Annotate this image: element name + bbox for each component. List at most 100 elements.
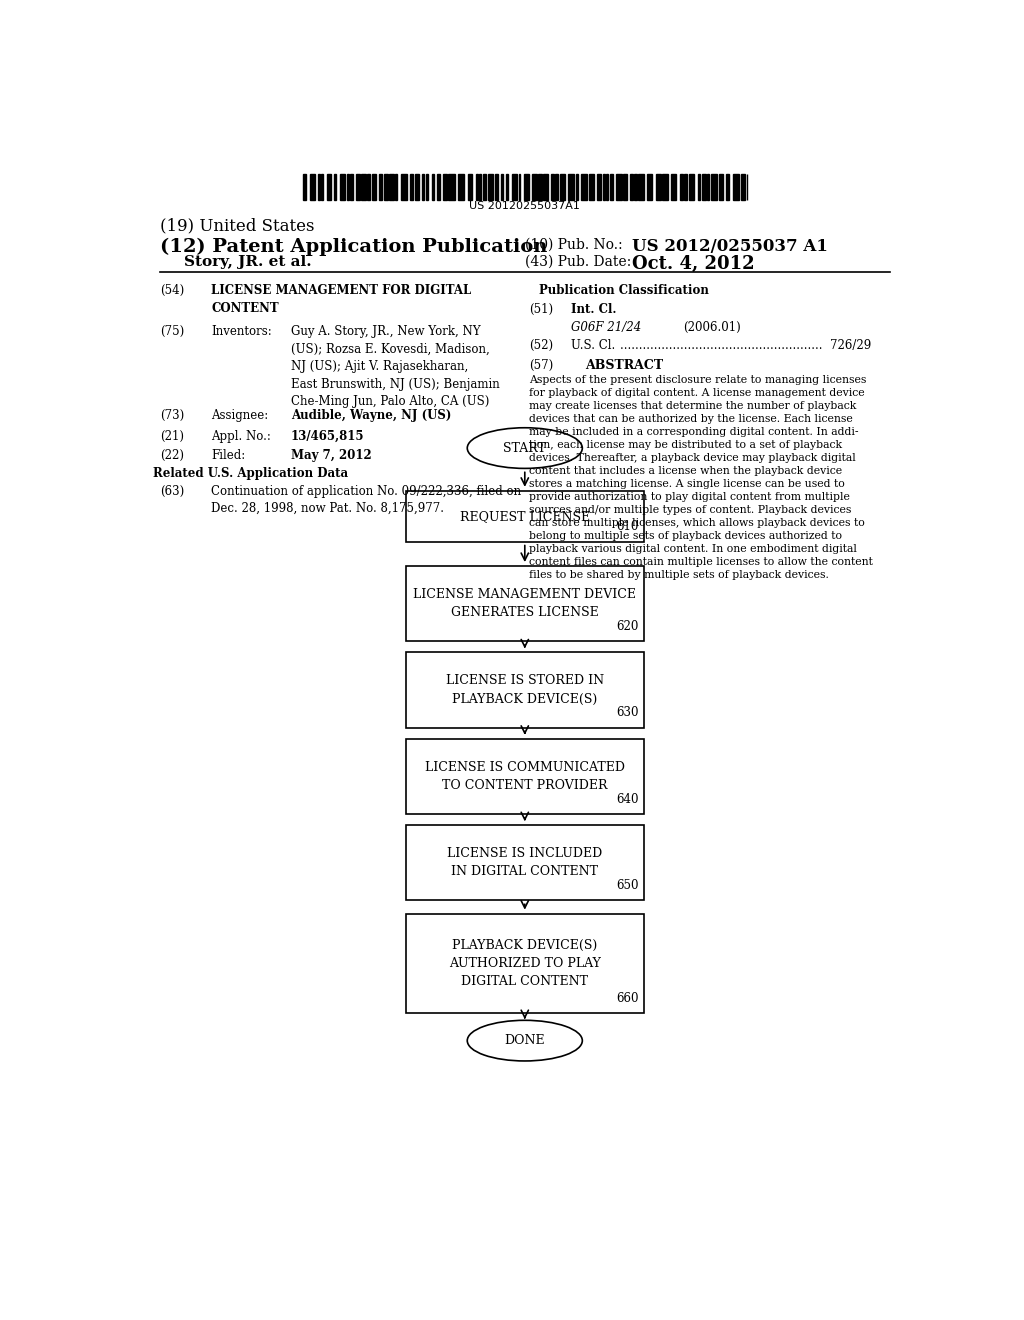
Bar: [577, 174, 579, 201]
Bar: [372, 174, 376, 201]
Text: Appl. No.:: Appl. No.:: [211, 430, 271, 442]
Bar: [684, 174, 687, 201]
Text: (43) Pub. Date:: (43) Pub. Date:: [524, 255, 631, 269]
Text: U.S. Cl.: U.S. Cl.: [570, 339, 615, 352]
Text: PLAYBACK DEVICE(S)
AUTHORIZED TO PLAY
DIGITAL CONTENT: PLAYBACK DEVICE(S) AUTHORIZED TO PLAY DI…: [449, 939, 601, 987]
Text: (73): (73): [160, 409, 184, 422]
Bar: [551, 174, 554, 201]
Text: LICENSE IS INCLUDED
IN DIGITAL CONTENT: LICENSE IS INCLUDED IN DIGITAL CONTENT: [447, 847, 602, 878]
Text: (57): (57): [528, 359, 553, 372]
Bar: [303, 174, 306, 201]
Bar: [543, 174, 549, 201]
Text: (2006.01): (2006.01): [684, 321, 741, 334]
Bar: [531, 174, 538, 201]
Text: US 2012/0255037 A1: US 2012/0255037 A1: [632, 238, 827, 255]
Bar: [310, 174, 314, 201]
Bar: [741, 174, 745, 201]
Text: (54): (54): [160, 284, 184, 297]
Text: (63): (63): [160, 484, 184, 498]
Bar: [582, 174, 587, 201]
Bar: [367, 174, 370, 201]
Bar: [707, 174, 710, 201]
Bar: [468, 174, 472, 201]
Bar: [711, 174, 717, 201]
Bar: [395, 174, 397, 201]
Text: Int. Cl.: Int. Cl.: [570, 302, 616, 315]
Bar: [400, 174, 408, 201]
Text: 610: 610: [616, 520, 639, 533]
Bar: [340, 174, 345, 201]
Bar: [347, 174, 349, 201]
Text: Oct. 4, 2012: Oct. 4, 2012: [632, 255, 755, 273]
Bar: [597, 174, 601, 201]
Text: 640: 640: [616, 793, 639, 805]
Bar: [702, 174, 706, 201]
Text: 630: 630: [616, 706, 639, 719]
Bar: [630, 174, 633, 201]
Bar: [671, 174, 676, 201]
Bar: [524, 174, 528, 201]
Bar: [555, 174, 558, 201]
Bar: [539, 174, 542, 201]
Bar: [449, 174, 455, 201]
Text: (75): (75): [160, 325, 184, 338]
Text: ......................................................  726/29: ........................................…: [620, 339, 871, 352]
Bar: [415, 174, 420, 201]
Text: Filed:: Filed:: [211, 449, 246, 462]
Bar: [327, 174, 331, 201]
Bar: [406, 913, 644, 1014]
Text: Guy A. Story, JR., New York, NY
(US); Rozsa E. Kovesdi, Madison,
NJ (US); Ajit V: Guy A. Story, JR., New York, NY (US); Ro…: [291, 325, 500, 408]
Bar: [406, 825, 644, 900]
Text: Continuation of application No. 09/222,336, filed on
Dec. 28, 1998, now Pat. No.: Continuation of application No. 09/222,3…: [211, 484, 521, 515]
Text: (52): (52): [528, 339, 553, 352]
Text: ABSTRACT: ABSTRACT: [585, 359, 664, 372]
Bar: [719, 174, 723, 201]
Bar: [406, 739, 644, 814]
Bar: [655, 174, 662, 201]
Bar: [426, 174, 428, 201]
Bar: [476, 174, 477, 201]
Bar: [603, 174, 605, 201]
Text: Inventors:: Inventors:: [211, 325, 272, 338]
Text: (12) Patent Application Publication: (12) Patent Application Publication: [160, 238, 547, 256]
Text: LICENSE IS STORED IN
PLAYBACK DEVICE(S): LICENSE IS STORED IN PLAYBACK DEVICE(S): [445, 675, 604, 705]
Bar: [698, 174, 699, 201]
Text: LICENSE MANAGEMENT DEVICE
GENERATES LICENSE: LICENSE MANAGEMENT DEVICE GENERATES LICE…: [414, 589, 636, 619]
Text: G06F 21/24: G06F 21/24: [570, 321, 641, 334]
Bar: [487, 174, 494, 201]
Bar: [356, 174, 359, 201]
Bar: [317, 174, 319, 201]
Text: (22): (22): [160, 449, 183, 462]
Bar: [361, 174, 366, 201]
Text: May 7, 2012: May 7, 2012: [291, 449, 372, 462]
Bar: [726, 174, 729, 201]
Bar: [384, 174, 388, 201]
Text: (21): (21): [160, 430, 183, 442]
Bar: [322, 174, 323, 201]
Bar: [512, 174, 517, 201]
Bar: [496, 174, 499, 201]
Bar: [519, 174, 520, 201]
Bar: [406, 652, 644, 727]
Bar: [479, 174, 481, 201]
Bar: [422, 174, 424, 201]
Bar: [634, 174, 637, 201]
Text: 620: 620: [616, 620, 639, 634]
Bar: [647, 174, 652, 201]
Bar: [733, 174, 739, 201]
Text: Publication Classification: Publication Classification: [539, 284, 709, 297]
Bar: [411, 174, 414, 201]
Text: Related U.S. Application Data: Related U.S. Application Data: [154, 467, 348, 480]
Bar: [431, 174, 434, 201]
Bar: [406, 491, 644, 541]
Text: LICENSE IS COMMUNICATED
TO CONTENT PROVIDER: LICENSE IS COMMUNICATED TO CONTENT PROVI…: [425, 760, 625, 792]
Bar: [610, 174, 613, 201]
Text: DONE: DONE: [505, 1034, 545, 1047]
Bar: [568, 174, 573, 201]
Text: (10) Pub. No.:: (10) Pub. No.:: [524, 238, 623, 252]
Text: 660: 660: [616, 993, 639, 1005]
Text: 650: 650: [616, 879, 639, 892]
Text: 13/465,815: 13/465,815: [291, 430, 365, 442]
Text: REQUEST LICENSE: REQUEST LICENSE: [460, 510, 590, 523]
Bar: [482, 174, 486, 201]
